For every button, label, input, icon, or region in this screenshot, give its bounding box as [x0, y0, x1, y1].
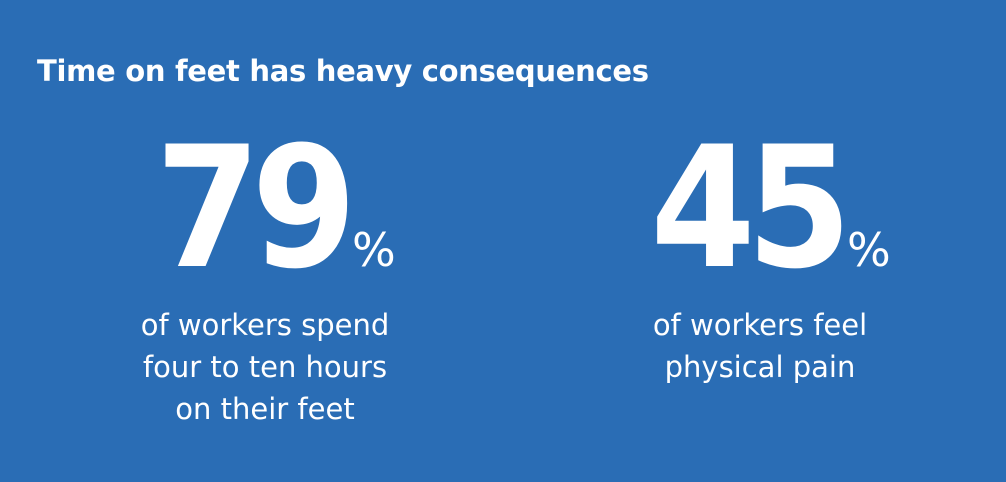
description-line: physical pain	[664, 350, 856, 384]
description-line: of workers feel	[652, 308, 868, 342]
stat: 45% of workers feel physical pain	[550, 110, 970, 388]
stat-number: 79	[155, 110, 357, 306]
stat-description: of workers feel physical pain	[550, 304, 970, 388]
description-line: of workers spend	[140, 308, 390, 342]
description-line: on their feet	[175, 392, 355, 426]
stat-description: of workers spend four to ten hours on thei…	[55, 304, 475, 430]
stat-number: 45	[650, 110, 852, 306]
description-line: four to ten hours	[142, 350, 388, 384]
stat-figure: 79%	[55, 110, 475, 306]
stat-figure: 45%	[550, 110, 970, 306]
stat-unit: %	[352, 223, 396, 277]
stat: 79% of workers spend four to ten hours on t…	[55, 110, 475, 430]
title: Time on feet has heavy consequences	[37, 54, 649, 88]
stat-unit: %	[847, 223, 891, 277]
